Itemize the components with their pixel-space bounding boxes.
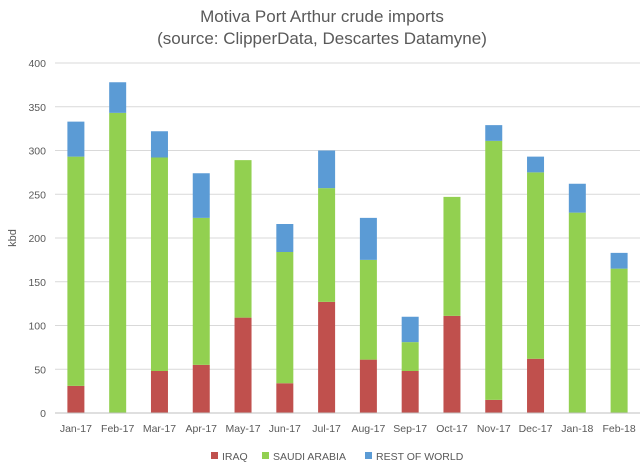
x-tick-label: Feb-18: [602, 423, 635, 435]
bar-segment: [109, 112, 127, 413]
x-tick-label: Apr-17: [185, 423, 217, 435]
bar-segment: [67, 156, 85, 386]
x-tick-labels: Jan-17 Feb-17 Mar-17 Apr-17 May-17 Jun-17 Jul-…: [60, 423, 636, 435]
x-tick-label: Dec-17: [519, 423, 553, 435]
legend-label: REST OF WORLD: [376, 451, 464, 463]
bar-segment: [359, 259, 377, 360]
x-tick-label: May-17: [226, 423, 261, 435]
bar-segment: [150, 157, 168, 371]
y-tick-label: 100: [28, 321, 46, 333]
x-tick-label: Jun-17: [269, 423, 301, 435]
x-tick-label: Jan-18: [561, 423, 593, 435]
chart-subtitle: (source: ClipperData, Descartes Datamyne…: [157, 29, 487, 48]
legend-swatch: [211, 452, 218, 459]
x-tick-label: Jan-17: [60, 423, 92, 435]
y-tick-labels: 0 50 100 150 200 250 300 350 400: [28, 58, 46, 420]
y-tick-label: 50: [34, 364, 46, 376]
x-tick-label: Oct-17: [436, 423, 468, 435]
bar-segment: [67, 121, 85, 157]
bar-segment: [150, 371, 168, 413]
bar-segment: [527, 172, 545, 359]
bar-segment: [67, 385, 85, 413]
bar-segment: [401, 342, 419, 371]
y-tick-label: 300: [28, 146, 46, 158]
bar-segment: [192, 364, 210, 413]
bar-segment: [527, 156, 545, 173]
bar-segment: [192, 173, 210, 218]
bar-segment: [276, 252, 294, 384]
y-tick-label: 150: [28, 277, 46, 289]
bar-segment: [485, 140, 503, 400]
bar-segment: [527, 358, 545, 413]
x-tick-label: Jul-17: [312, 423, 341, 435]
bar-segment: [359, 217, 377, 260]
legend-label: IRAQ: [222, 451, 248, 463]
bar-segment: [234, 160, 252, 318]
legend-label: SAUDI ARABIA: [273, 451, 346, 463]
y-axis-label: kbd: [7, 229, 19, 247]
grid-lines: [55, 62, 640, 370]
legend: IRAQ SAUDI ARABIA REST OF WORLD: [211, 451, 464, 463]
x-tick-label: Feb-17: [101, 423, 134, 435]
bar-segment: [401, 371, 419, 413]
bar-segment: [318, 188, 336, 302]
bar-segment: [568, 183, 586, 213]
x-tick-label: Sep-17: [393, 423, 427, 435]
bar-segment: [276, 383, 294, 413]
legend-swatch: [262, 452, 269, 459]
chart-title: Motiva Port Arthur crude imports: [200, 7, 444, 26]
bar-segment: [443, 196, 461, 316]
y-tick-label: 200: [28, 233, 46, 245]
bar-segment: [276, 224, 294, 252]
bar-segment: [234, 317, 252, 413]
bar-segment: [318, 301, 336, 413]
bar-segment: [150, 131, 168, 158]
bar-segment: [401, 316, 419, 343]
bar-segment: [568, 212, 586, 413]
bar-segment: [192, 217, 210, 365]
x-tick-label: Nov-17: [477, 423, 511, 435]
y-tick-label: 350: [28, 102, 46, 114]
y-tick-label: 0: [40, 408, 46, 420]
bar-segment: [485, 399, 503, 413]
bar-segment: [318, 150, 336, 189]
bar-segment: [443, 315, 461, 413]
bar-segment: [359, 359, 377, 413]
y-tick-label: 250: [28, 189, 46, 201]
bar-segment: [109, 82, 127, 113]
bars: [67, 82, 628, 413]
y-tick-label: 400: [28, 58, 46, 70]
x-tick-label: Mar-17: [143, 423, 176, 435]
bar-segment: [485, 125, 503, 141]
x-tick-label: Aug-17: [351, 423, 385, 435]
legend-swatch: [365, 452, 372, 459]
bar-segment: [610, 268, 628, 413]
bar-segment: [610, 252, 628, 269]
